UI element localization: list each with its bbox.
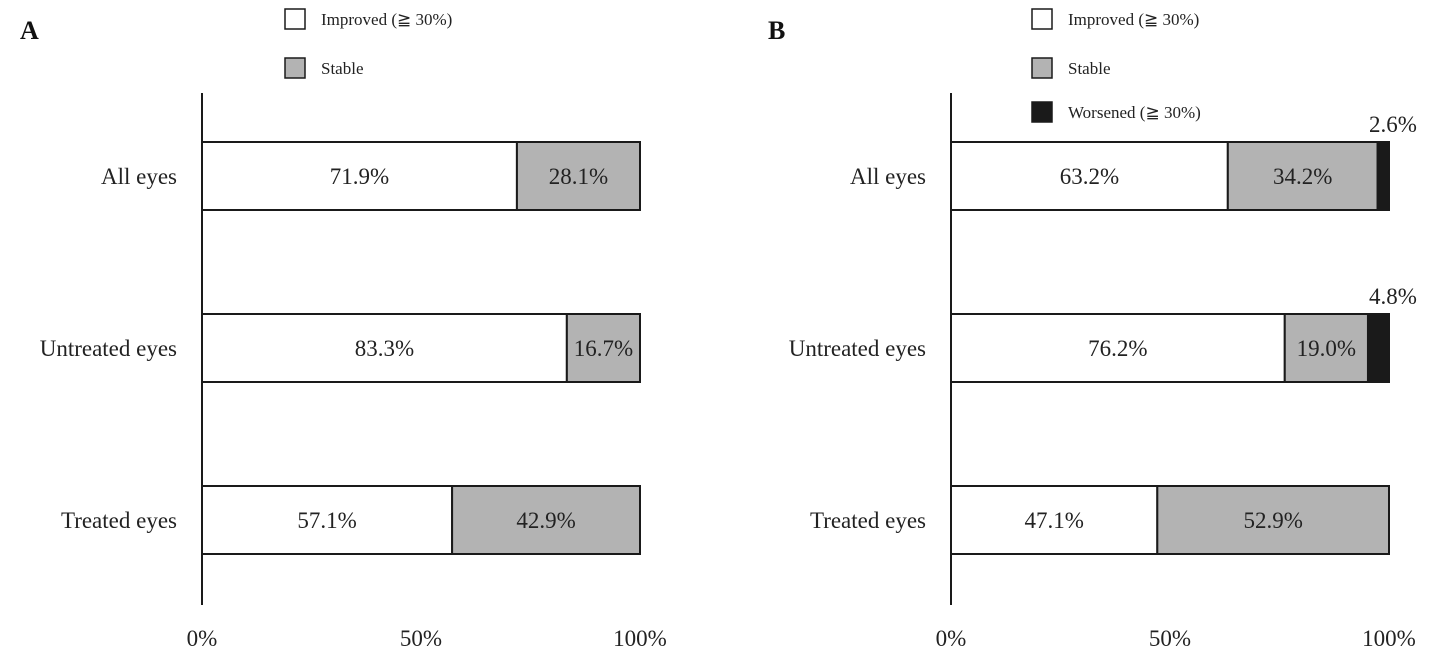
x-tick-label: 0% (936, 626, 967, 651)
category-label: Untreated eyes (789, 336, 926, 361)
x-tick-label: 100% (613, 626, 667, 651)
bar-segment-2 (1366, 313, 1390, 383)
x-tick-label: 100% (1362, 626, 1416, 651)
legend-swatch-0 (284, 8, 306, 30)
category-label: All eyes (850, 164, 926, 189)
data-label: 57.1% (297, 508, 356, 533)
bar-segment-0 (950, 313, 1286, 383)
data-label: 47.1% (1024, 508, 1083, 533)
bar-segment-0 (201, 313, 568, 383)
panel-label: A (20, 16, 39, 45)
legend-entry-0: Improved (≧ 30%) (321, 10, 452, 29)
panel-label: B (768, 16, 785, 45)
data-label: 42.9% (516, 508, 575, 533)
category-label: Treated eyes (810, 508, 926, 533)
legend-entry-0: Improved (≧ 30%) (1068, 10, 1199, 29)
bar-segment-2 (1376, 141, 1391, 211)
category-label: Untreated eyes (40, 336, 177, 361)
legend-swatch-0 (1031, 8, 1053, 30)
legend-swatch-2 (1031, 101, 1053, 123)
data-label: 63.2% (1060, 164, 1119, 189)
x-tick-label: 0% (187, 626, 218, 651)
bar-segment-1 (1226, 141, 1379, 211)
legend-entry-1: Stable (321, 59, 364, 78)
data-label: 16.7% (574, 336, 633, 361)
category-label: Treated eyes (61, 508, 177, 533)
x-tick-label: 50% (1149, 626, 1191, 651)
legend-swatch-1 (1031, 57, 1053, 79)
legend-swatch-1 (284, 57, 306, 79)
bar-segment-1 (565, 313, 641, 383)
data-label: 19.0% (1297, 336, 1356, 361)
bar-segment-1 (451, 485, 641, 555)
data-label: 28.1% (549, 164, 608, 189)
data-label: 83.3% (355, 336, 414, 361)
x-tick-label: 50% (400, 626, 442, 651)
bar-segment-1 (1156, 485, 1390, 555)
bar-segment-1 (515, 141, 641, 211)
data-label: 2.6% (1369, 112, 1417, 137)
bar-segment-1 (1283, 313, 1369, 383)
bar-segment-0 (950, 141, 1229, 211)
category-label: All eyes (101, 164, 177, 189)
bar-segment-0 (950, 485, 1159, 555)
data-label: 34.2% (1273, 164, 1332, 189)
legend-entry-2: Worsened (≧ 30%) (1068, 103, 1201, 122)
data-label: 4.8% (1369, 284, 1417, 309)
data-label: 71.9% (330, 164, 389, 189)
data-label: 76.2% (1088, 336, 1147, 361)
data-label: 52.9% (1243, 508, 1302, 533)
legend-entry-1: Stable (1068, 59, 1111, 78)
